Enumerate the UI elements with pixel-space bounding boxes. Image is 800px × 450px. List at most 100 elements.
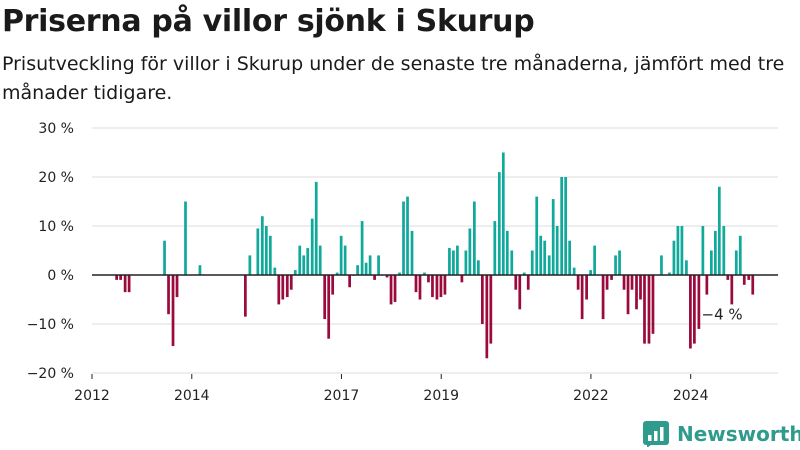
bar-positive bbox=[356, 265, 359, 275]
bar-positive bbox=[493, 221, 497, 275]
bar-negative bbox=[580, 275, 584, 320]
bar-negative bbox=[730, 275, 734, 305]
bar-positive bbox=[717, 186, 721, 275]
bar-positive bbox=[555, 226, 559, 275]
bar-negative bbox=[689, 275, 692, 349]
bar-positive bbox=[734, 250, 738, 275]
bar-positive bbox=[184, 201, 187, 275]
bar-negative bbox=[331, 275, 335, 295]
bar-negative bbox=[576, 275, 580, 290]
bar-negative bbox=[697, 275, 701, 329]
bar-positive bbox=[398, 272, 401, 275]
bar-positive bbox=[510, 250, 514, 275]
bar-negative bbox=[435, 275, 439, 300]
bar-positive bbox=[473, 201, 476, 275]
bar-positive bbox=[343, 245, 347, 275]
bar-negative bbox=[281, 275, 285, 300]
bar-positive bbox=[402, 201, 405, 275]
bar-negative bbox=[601, 275, 605, 320]
bar-positive bbox=[306, 248, 310, 275]
bar-positive bbox=[543, 240, 547, 275]
bar-positive bbox=[614, 255, 617, 275]
bar-negative bbox=[751, 275, 755, 295]
bar-positive bbox=[364, 262, 368, 275]
bar-negative bbox=[443, 275, 447, 295]
bar-negative bbox=[171, 275, 175, 347]
chart-subtitle: Prisutveckling för villor i Skurup under… bbox=[2, 53, 785, 104]
bars bbox=[115, 152, 755, 359]
bar-negative bbox=[705, 275, 709, 295]
bar-positive bbox=[522, 272, 526, 275]
bar-negative bbox=[327, 275, 331, 339]
bar-positive bbox=[423, 272, 426, 275]
bar-positive bbox=[618, 250, 621, 275]
bar-negative bbox=[427, 275, 430, 283]
bar-positive bbox=[298, 245, 302, 275]
bar-positive bbox=[547, 255, 551, 275]
bar-positive bbox=[572, 267, 576, 275]
bar-positive bbox=[701, 226, 705, 275]
y-tick-label: −20 % bbox=[27, 366, 74, 382]
bar-positive bbox=[368, 255, 372, 275]
bar-negative bbox=[373, 275, 376, 280]
bar-negative bbox=[626, 275, 630, 315]
bar-positive bbox=[497, 172, 501, 275]
bar-positive bbox=[264, 226, 268, 275]
bar-positive bbox=[660, 255, 663, 275]
bar-negative bbox=[418, 275, 422, 300]
bar-positive bbox=[310, 218, 314, 275]
bar-negative bbox=[439, 275, 443, 298]
bar-negative bbox=[643, 275, 646, 344]
bar-positive bbox=[668, 272, 671, 275]
bar-positive bbox=[464, 250, 468, 275]
y-tick-label: 10 % bbox=[38, 219, 74, 235]
bar-positive bbox=[672, 240, 676, 275]
bar-positive bbox=[680, 226, 684, 275]
bar-negative bbox=[277, 275, 281, 305]
bar-negative bbox=[635, 275, 638, 310]
bar-negative bbox=[348, 275, 351, 288]
bar-negative bbox=[480, 275, 484, 324]
bar-negative bbox=[414, 275, 418, 293]
bar-positive bbox=[476, 260, 480, 275]
y-tick-label: 30 % bbox=[38, 121, 74, 137]
bar-negative bbox=[123, 275, 127, 293]
bar-negative bbox=[175, 275, 179, 298]
x-tick-label: 2017 bbox=[324, 388, 360, 404]
newsworthy-brand: Newsworthy bbox=[643, 420, 800, 448]
bar-positive bbox=[256, 228, 260, 275]
bar-negative bbox=[115, 275, 119, 280]
bar-positive bbox=[551, 199, 555, 275]
bar-positive bbox=[318, 245, 322, 275]
bar-negative bbox=[244, 275, 247, 317]
newsworthy-logo-icon bbox=[643, 421, 669, 447]
bar-negative bbox=[726, 275, 730, 280]
bar-negative bbox=[639, 275, 642, 300]
annotations: −4 % bbox=[702, 306, 743, 324]
bar-positive bbox=[410, 230, 414, 275]
bar-positive bbox=[456, 245, 459, 275]
bar-negative bbox=[127, 275, 131, 293]
bar-positive bbox=[273, 267, 277, 275]
x-tick-label: 2019 bbox=[423, 388, 459, 404]
y-tick-label: 0 % bbox=[47, 268, 74, 284]
bar-positive bbox=[738, 235, 742, 275]
grid-lines bbox=[92, 127, 778, 374]
bar-positive bbox=[448, 248, 451, 275]
bar-negative bbox=[119, 275, 122, 280]
bar-positive bbox=[198, 265, 202, 275]
bar-positive bbox=[501, 152, 505, 275]
bar-positive bbox=[314, 181, 318, 275]
bar-negative bbox=[585, 275, 588, 300]
bar-positive bbox=[539, 235, 543, 275]
bar-positive bbox=[530, 250, 534, 275]
bar-positive bbox=[248, 255, 252, 275]
bar-negative bbox=[285, 275, 289, 298]
bar-positive bbox=[335, 272, 339, 275]
bar-positive bbox=[302, 255, 306, 275]
bar-negative bbox=[693, 275, 696, 344]
bar-positive bbox=[377, 255, 380, 275]
bar-positive bbox=[468, 228, 472, 275]
bar-negative bbox=[167, 275, 170, 315]
